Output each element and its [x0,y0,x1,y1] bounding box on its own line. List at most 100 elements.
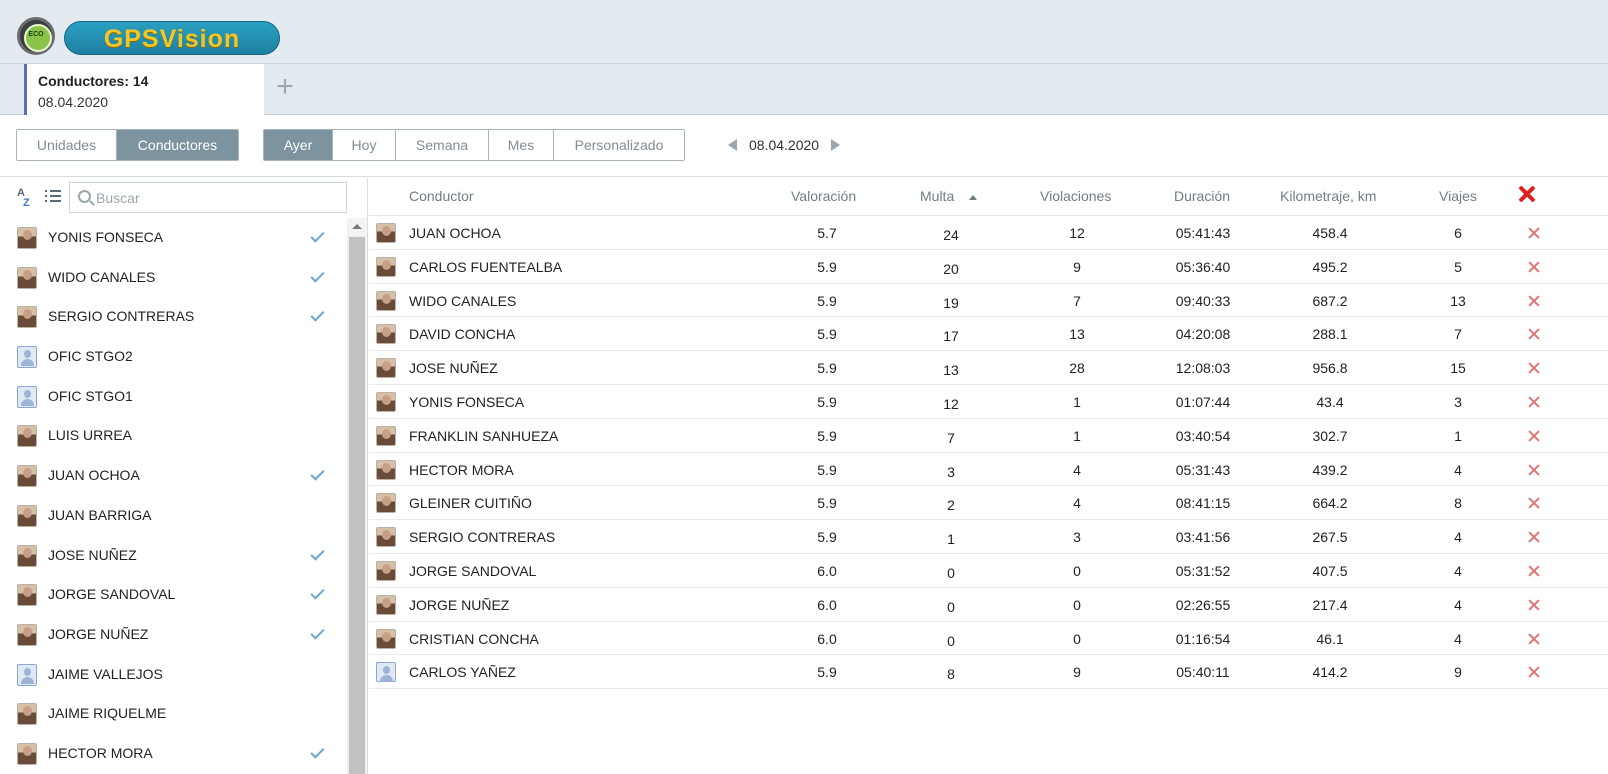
checkmark-icon[interactable] [310,268,325,283]
cell-viajes: 5 [1454,258,1462,275]
delete-row-icon[interactable] [1528,666,1540,678]
column-duracion[interactable]: Duración [1174,188,1231,204]
period-switch: Ayer Hoy Semana Mes Personalizado [263,129,685,161]
mes-button[interactable]: Mes [489,130,554,160]
delete-row-icon[interactable] [1528,565,1540,577]
checkmark-icon[interactable] [310,744,325,759]
cell-duracion: 05:41:43 [1175,225,1231,241]
table-row[interactable]: JOSE NUÑEZ 5.9 13 28 12:08:03 956.8 15 [369,351,1608,385]
cell-conductor: CARLOS FUENTEALBA [409,258,563,275]
next-date-icon[interactable] [831,139,841,151]
driver-list-item[interactable]: WIDO CANALES [0,258,347,298]
delete-row-icon[interactable] [1528,599,1540,611]
table-row[interactable]: GLEINER CUITIÑO 5.9 2 4 08:41:15 664.2 8 [369,486,1608,521]
cell-viajes: 7 [1454,326,1462,343]
default-avatar-icon [376,662,396,683]
cell-viajes: 4 [1454,596,1462,613]
delete-row-icon[interactable] [1528,633,1540,645]
cell-viajes: 4 [1454,461,1462,478]
delete-row-icon[interactable] [1528,362,1540,374]
cell-kilometraje: 687.2 [1312,292,1348,309]
driver-list-item[interactable]: HECTOR MORA [0,734,347,774]
driver-list-item[interactable]: YONIS FONSECA [0,218,347,258]
checkmark-icon[interactable] [310,585,325,600]
delete-row-icon[interactable] [1528,396,1540,408]
cell-duracion: 03:40:54 [1175,427,1231,444]
table-row[interactable]: CARLOS YAÑEZ 5.9 8 9 05:40:11 414.2 9 [369,655,1608,690]
table-row[interactable]: YONIS FONSECA 5.9 12 1 01:07:44 43.4 3 [369,385,1608,419]
conductores-button[interactable]: Conductores [117,130,238,160]
table-row[interactable]: JORGE NUÑEZ 6.0 0 0 02:26:55 217.4 4 [369,588,1608,622]
column-viajes[interactable]: Viajes [1439,188,1477,204]
table-row[interactable]: SERGIO CONTRERAS 5.9 1 3 03:41:56 267.5 4 [369,520,1608,554]
delete-row-icon[interactable] [1528,261,1540,273]
scroll-up-icon[interactable] [347,218,367,235]
table-row[interactable]: JUAN OCHOA 5.7 24 12 05:41:43 458.4 6 [369,216,1608,250]
column-conductor[interactable]: Conductor [409,188,474,204]
eco-logo-icon: ECO [17,17,55,55]
personalizado-button[interactable]: Personalizado [554,130,684,160]
driver-list-item[interactable]: JOSE NUÑEZ [0,536,347,576]
avatar [376,560,396,581]
logo-text: GPSVision [103,25,241,53]
semana-button[interactable]: Semana [396,130,489,160]
table-row[interactable]: CRISTIAN CONCHA 6.0 0 0 01:16:54 46.1 4 [369,622,1608,656]
driver-list-item[interactable]: JUAN OCHOA [0,456,347,496]
column-valoracion[interactable]: Valoración [791,188,857,204]
cell-kilometraje: 46.1 [1316,630,1344,647]
table-row[interactable]: WIDO CANALES 5.9 19 7 09:40:33 687.2 13 [369,284,1608,318]
checkmark-icon[interactable] [310,307,325,322]
driver-list-item[interactable]: OFIC STGO1 [0,377,347,417]
column-violaciones[interactable]: Violaciones [1040,188,1112,204]
table-row[interactable]: FRANKLIN SANHUEZA 5.9 7 1 03:40:54 302.7 1 [369,419,1608,453]
delete-row-icon[interactable] [1528,531,1540,543]
app-logo[interactable]: GPSVision [64,21,280,55]
checkmark-icon[interactable] [310,545,325,561]
delete-row-icon[interactable] [1528,430,1540,442]
column-kilometraje[interactable]: Kilometraje, km [1280,188,1377,204]
tab-conductores[interactable]: Conductores: 14 08.04.2020 [24,64,264,115]
delete-row-icon[interactable] [1528,227,1540,239]
driver-list-item[interactable]: OFIC STGO2 [0,337,347,377]
column-multa[interactable]: Multa [920,188,955,204]
delete-row-icon[interactable] [1528,464,1540,476]
cell-multa: 19 [943,294,959,311]
previous-date-icon[interactable] [728,139,737,151]
list-view-icon[interactable] [45,190,61,206]
delete-row-icon[interactable] [1528,328,1540,340]
drivers-table: Conductor Valoración Multa Violaciones D… [369,178,1608,774]
checkmark-icon[interactable] [310,625,325,640]
scroll-thumb[interactable] [349,237,365,774]
driver-list-item[interactable]: JUAN BARRIGA [0,496,347,536]
driver-list-item[interactable]: LUIS URREA [0,416,347,456]
table-row[interactable]: DAVID CONCHA 5.9 17 13 04:20:08 288.1 7 [369,317,1608,352]
table-body: JUAN OCHOA 5.7 24 12 05:41:43 458.4 6 CARLOS FU… [369,216,1608,690]
table-row[interactable]: CARLOS FUENTEALBA 5.9 20 9 05:36:40 495.2 5 [369,250,1608,284]
search-input[interactable] [96,186,336,209]
driver-list-scrollbar[interactable] [347,218,367,774]
driver-list-item[interactable]: JAIME VALLEJOS [0,655,347,695]
delete-all-icon[interactable] [1517,184,1537,204]
table-row[interactable]: HECTOR MORA 5.9 3 4 05:31:43 439.2 4 [369,453,1608,487]
driver-list-item[interactable]: JORGE SANDOVAL [0,575,347,615]
checkmark-icon[interactable] [310,466,325,481]
ayer-button[interactable]: Ayer [264,130,333,160]
hoy-button[interactable]: Hoy [333,130,396,160]
cell-duracion: 05:31:52 [1175,562,1231,579]
cell-conductor: DAVID CONCHA [409,326,516,343]
driver-list-item[interactable]: JORGE NUÑEZ [0,615,347,655]
driver-list-item[interactable]: JAIME RIQUELME [0,694,347,734]
delete-row-icon[interactable] [1528,497,1540,509]
delete-row-icon[interactable] [1528,295,1540,307]
cell-duracion: 04:20:08 [1175,326,1231,343]
checkmark-icon[interactable] [310,228,325,243]
cell-duracion: 01:16:54 [1175,630,1231,647]
add-tab-icon[interactable]: + [276,70,294,103]
cell-valoracion: 6.0 [817,596,837,613]
driver-list: YONIS FONSECA WIDO CANALES SERGIO CONTRERA… [0,218,347,774]
tab-date: 08.04.2020 [38,94,109,110]
unidades-button[interactable]: Unidades [17,130,117,160]
driver-list-item[interactable]: SERGIO CONTRERAS [0,297,347,337]
table-row[interactable]: JORGE SANDOVAL 6.0 0 0 05:31:52 407.5 4 [369,554,1608,588]
